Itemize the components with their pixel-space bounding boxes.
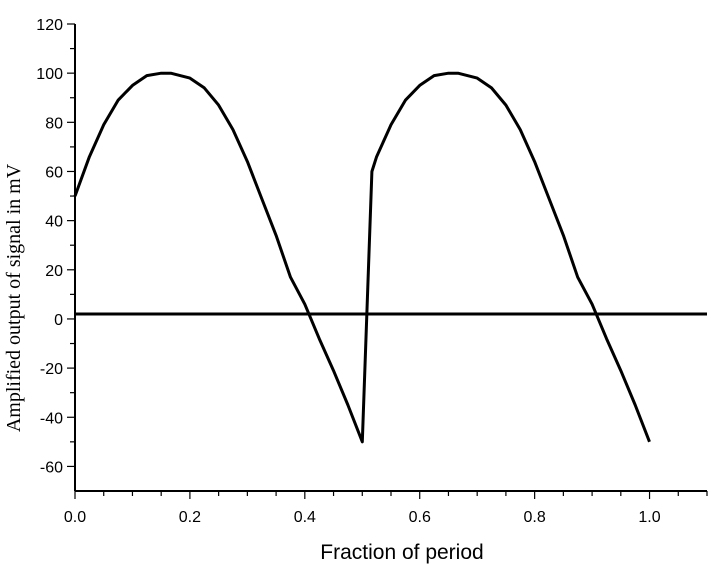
x-tick-label: 0.6 (409, 509, 431, 526)
y-axis-label: Amplified output of signal in mV (3, 163, 25, 432)
y-tick-label: -60 (40, 459, 63, 476)
y-tick-label: 0 (54, 312, 63, 329)
x-tick-label: 0.0 (64, 509, 86, 526)
series-line (73, 71, 651, 444)
x-tick-label: 0.4 (294, 509, 316, 526)
axes (74, 24, 707, 492)
y-tick-label: -20 (40, 361, 63, 378)
y-tick-label: 40 (45, 214, 63, 231)
y-tick-label: 60 (45, 164, 63, 181)
x-tick-label: 0.2 (179, 509, 201, 526)
tick-labels: 120 100 80 60 40 20 0 -20 -40 -60 0.0 0.2 0.4 0.6 0.8 1… (36, 17, 660, 526)
y-tick-label: 100 (36, 66, 63, 83)
y-tick-label: -40 (40, 410, 63, 427)
y-tick-label: 80 (45, 115, 63, 132)
x-axis-label: Fraction of period (320, 541, 483, 564)
y-tick-label: 120 (36, 17, 63, 34)
x-tick-label: 0.8 (524, 509, 546, 526)
tick-marks (67, 23, 708, 499)
x-tick-label: 1.0 (638, 509, 660, 526)
series-layer (73, 71, 707, 444)
y-tick-label: 20 (45, 263, 63, 280)
